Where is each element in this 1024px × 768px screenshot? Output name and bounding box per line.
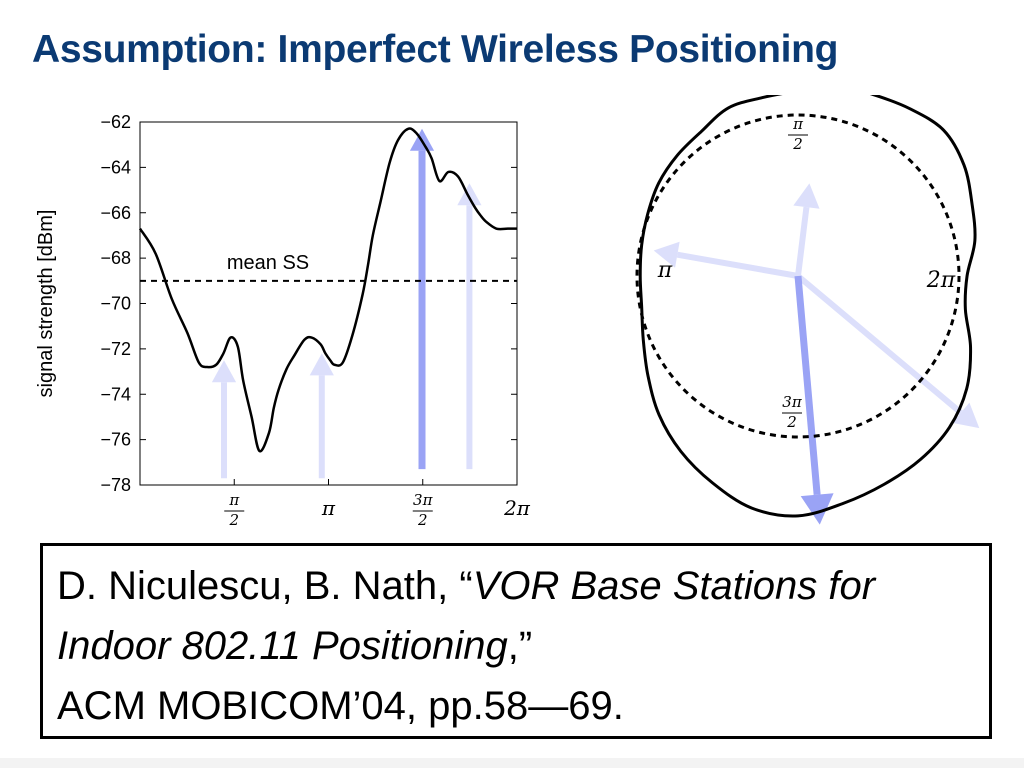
polar-arrow-2-shaft [796,273,963,415]
y-tick-label-4: −70 [100,294,131,314]
polar-arrow-2-head [952,402,980,429]
polar-label-three-pi-half-denominator: 2 [786,413,797,431]
polar-arrow-0-shaft [795,206,810,277]
polar-arrow-3 [794,275,834,525]
y-axis-label: signal strength [dBm] [35,210,57,398]
citation-authors: D. Niculescu, B. Nath, “ [57,564,473,608]
polar-label-pi: π [657,258,673,283]
chart-arrow-2 [409,128,435,470]
polar-arrow-3-head [800,493,834,525]
x-tick-label-1: π [321,496,336,520]
y-tick-label-6: −74 [100,384,131,404]
citation-box: D. Niculescu, B. Nath, “VOR Base Station… [40,543,992,739]
polar-arrow-1-head [653,241,680,268]
chart-arrow-0-head [211,360,237,383]
y-tick-label-0: −62 [100,112,131,132]
citation-venue: ACM MOBICOM’04, pp.58—69. [57,684,624,728]
polar-arrow-1-shaft [676,251,799,279]
y-tick-label-3: −68 [100,248,131,268]
chart-arrow-3-head [457,183,482,206]
x-tick-label-2: 3π2 [412,491,434,529]
chart-arrow-0 [211,360,237,479]
y-tick-label-1: −64 [100,157,131,177]
polar-label-pi-half-numerator: π [792,115,804,133]
y-tick-label-5: −72 [100,339,131,359]
footer-bar [0,758,1024,768]
y-tick-label-2: −66 [100,203,131,223]
citation-text: D. Niculescu, B. Nath, “VOR Base Station… [57,556,975,736]
polar-label-three-pi-half-numerator: 3π [782,393,803,411]
x-tick-label-3: 2π [503,496,531,520]
citation-closing-quote: ,” [507,624,533,668]
x-tick-label-0: π2 [224,491,245,529]
polar-arrow-3-shaft [794,275,821,496]
chart-arrow-1-head [309,353,334,376]
polar-arrow-0 [793,183,820,277]
polar-label-pi-half-denominator: 2 [792,135,803,153]
reference-circle [635,113,961,439]
polar-label-three-pi-half: 3π2 [782,393,803,431]
polar-label-two-pi: 2π [926,268,956,293]
y-tick-label-7: −76 [100,430,131,450]
signal-strength-series [138,127,517,453]
x-tick-label-0-denominator: 2 [228,511,239,529]
citation-paper-title: VOR Base Stations for Indoor 802.11 Posi… [57,564,876,668]
x-tick-label-2-numerator: 3π [413,491,434,509]
x-tick-label-2-denominator: 2 [417,511,428,529]
y-tick-label-8: −78 [100,475,131,495]
radiation-pattern [638,95,977,518]
plot-frame [139,121,518,486]
mean-ss-label: mean SS [227,252,309,274]
polar-arrow-1 [653,241,799,279]
polar-label-pi-half: π2 [788,115,808,153]
polar-arrow-2 [796,273,980,429]
slide-title: Assumption: Imperfect Wireless Positioni… [32,28,839,71]
chart-arrow-1 [309,353,334,479]
chart-arrow-3 [457,183,482,470]
polar-arrow-0-head [793,183,820,209]
x-tick-label-0-numerator: π [228,491,240,509]
